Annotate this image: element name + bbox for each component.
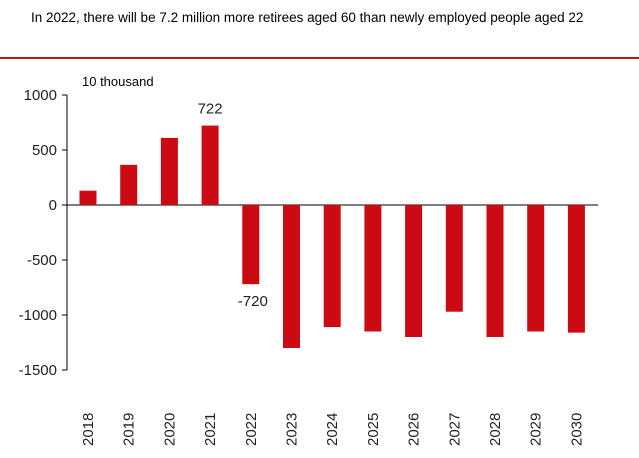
bar-2028 xyxy=(486,205,504,337)
x-label-2023: 2023 xyxy=(284,413,301,446)
x-label-2019: 2019 xyxy=(121,413,138,446)
bar-2021 xyxy=(201,125,219,205)
bar-2022 xyxy=(242,205,260,285)
title-divider xyxy=(0,57,639,59)
x-axis-labels: 2018 2019 2020 2021 2022 2023 2024 2025 2026 2027… xyxy=(80,413,585,446)
x-label-2024: 2024 xyxy=(324,413,341,446)
unit-label: 10 thousand xyxy=(82,74,154,89)
x-label-2026: 2026 xyxy=(406,413,423,446)
x-label-2030: 2030 xyxy=(568,413,585,446)
bar-2024 xyxy=(323,205,341,328)
bar-2023 xyxy=(283,205,300,348)
bar-2018 xyxy=(79,190,97,205)
bars xyxy=(79,125,585,348)
data-label-2022: -720 xyxy=(238,293,268,310)
y-tick-label: 1000 xyxy=(24,87,57,104)
y-axis-ticks: 1000 500 0 -500 -1000 -1500 xyxy=(19,87,67,379)
chart-title: In 2022, there will be 7.2 million more … xyxy=(31,10,584,25)
x-label-2027: 2027 xyxy=(446,413,463,446)
data-label-2021: 722 xyxy=(198,101,223,118)
data-labels: 722 -720 xyxy=(198,101,268,311)
x-label-2018: 2018 xyxy=(80,413,97,446)
bar-2020 xyxy=(160,137,178,205)
y-tick-label: -1000 xyxy=(19,307,57,324)
y-tick-label: -500 xyxy=(27,252,57,269)
y-tick-label: 500 xyxy=(32,142,57,159)
bar-2025 xyxy=(364,205,382,332)
x-label-2021: 2021 xyxy=(202,413,219,446)
x-label-2025: 2025 xyxy=(365,413,382,446)
x-label-2029: 2029 xyxy=(528,413,545,446)
bar-2030 xyxy=(567,205,585,333)
bar-2019 xyxy=(120,164,138,205)
bar-2027 xyxy=(445,205,463,312)
x-label-2020: 2020 xyxy=(161,413,178,446)
bar-2029 xyxy=(527,205,545,332)
x-label-2028: 2028 xyxy=(487,413,504,446)
x-label-2022: 2022 xyxy=(243,413,260,446)
bar-2026 xyxy=(405,205,423,337)
y-tick-label: 0 xyxy=(49,197,57,214)
y-tick-label: -1500 xyxy=(19,362,57,379)
